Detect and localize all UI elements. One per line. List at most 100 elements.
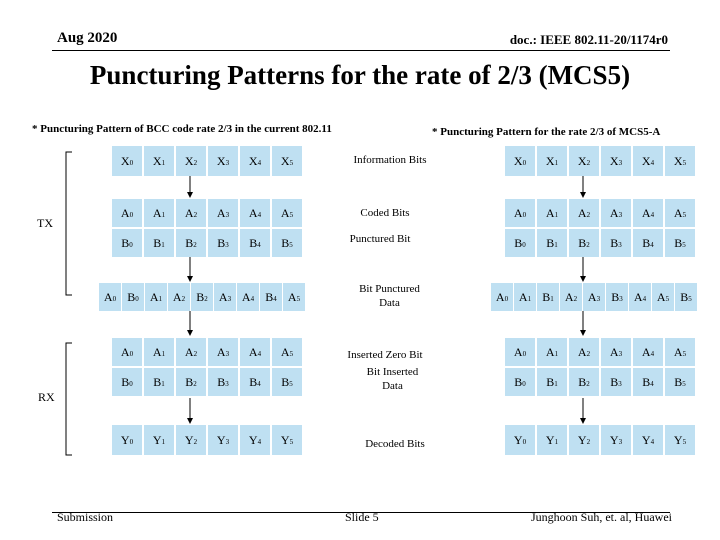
bit-letter: X [545,153,555,168]
bit-index: 2 [586,438,591,446]
bit-index: 5 [289,211,294,219]
bit-index: 2 [193,241,197,249]
bit-index: 3 [225,241,229,249]
bit-letter: B [578,374,587,389]
label-coded-bits: Coded Bits [360,207,410,219]
bit-letter: B [578,235,587,250]
label-punctured-bit: Punctured Bit [349,233,411,245]
label-bit-punctured-data: Bit Punctured Data [359,283,420,309]
bit-letter: A [218,289,228,304]
bit-letter: B [542,289,551,304]
bit-letter: X [152,153,162,168]
bit-letter: B [281,235,290,250]
bit-letter: B [153,374,162,389]
bit-index: 5 [289,159,294,167]
bit-letter: A [609,344,619,359]
bit-index: 5 [682,211,687,219]
bit-index: 5 [289,380,293,388]
bit-letter: A [152,344,162,359]
bit-letter: Y [641,432,651,447]
bit-index: 3 [619,295,623,303]
bit-letter: B [514,235,523,250]
bit-letter: B [674,374,683,389]
bit-index: 4 [650,241,654,249]
bit-index: 4 [257,241,261,249]
bit-letter: A [633,289,643,304]
bit-letter: B [546,374,555,389]
bit-letter: A [577,344,587,359]
bit-index: 0 [522,211,527,219]
bit-index: 1 [161,211,166,219]
bit-letter: B [642,374,651,389]
footer-slide-number: Slide 5 [345,510,379,524]
bit-index: 1 [554,241,558,249]
bit-index: 1 [550,295,554,303]
bit-index: 3 [225,159,230,167]
bit-index: 2 [586,350,591,358]
bit-letter: X [248,153,258,168]
bit-letter: X [609,153,619,168]
bit-letter: B [611,289,620,304]
bit-letter: A [513,205,523,220]
bit-index: 1 [527,295,532,303]
bit-index: 3 [618,350,623,358]
bit-letter: B [121,235,130,250]
bit-index: 4 [257,159,262,167]
bit-letter: B [514,374,523,389]
bit-index: 0 [129,211,134,219]
bit-letter: Y [152,432,162,447]
bit-index: 4 [257,438,262,446]
bit-index: 2 [586,380,590,388]
slide-title: Puncturing Patterns for the rate of 2/3 … [89,60,631,90]
bit-index: 5 [289,438,294,446]
bit-letter: A [656,289,666,304]
bit-letter: B [610,235,619,250]
bit-letter: Y [280,432,290,447]
bit-letter: A [172,289,182,304]
bit-letter: X [513,153,523,168]
bit-letter: A [241,289,251,304]
bit-index: 1 [554,350,559,358]
bit-index: 3 [618,211,623,219]
footer-rule [52,512,670,513]
bit-index: 4 [257,350,262,358]
bit-index: 0 [522,241,526,249]
bit-letter: A [184,205,194,220]
bit-index: 1 [161,350,166,358]
bit-index: 4 [650,438,655,446]
bit-letter: A [149,289,159,304]
bit-index: 3 [225,380,229,388]
bit-index: 0 [129,438,134,446]
